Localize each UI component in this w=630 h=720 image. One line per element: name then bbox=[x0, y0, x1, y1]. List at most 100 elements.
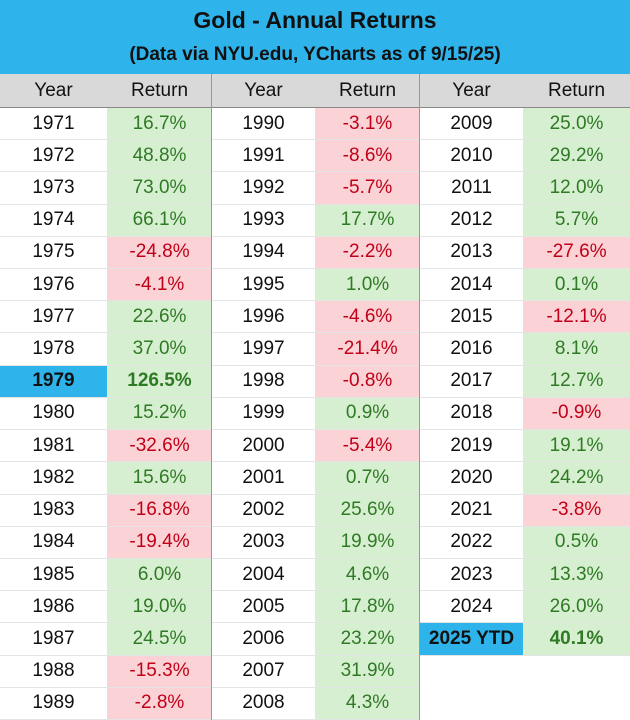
return-cell: 6.0% bbox=[107, 558, 212, 592]
return-cell: -4.6% bbox=[315, 301, 420, 334]
return-cell: 0.7% bbox=[315, 462, 420, 495]
return-cell: 4.6% bbox=[315, 558, 420, 592]
year-cell: 1988 bbox=[0, 656, 107, 688]
column-header: Year bbox=[0, 74, 107, 108]
return-cell: 0.9% bbox=[315, 397, 420, 431]
year-cell: 2022 bbox=[420, 527, 523, 559]
return-cell: -0.9% bbox=[523, 397, 630, 431]
return-cell: 12.7% bbox=[523, 365, 630, 398]
return-cell: -5.4% bbox=[315, 430, 420, 463]
return-cell: -21.4% bbox=[315, 333, 420, 366]
year-cell: 2018 bbox=[420, 398, 523, 431]
year-cell: 1982 bbox=[0, 462, 107, 495]
return-cell: -19.4% bbox=[107, 526, 212, 559]
year-cell: 1975 bbox=[0, 237, 107, 270]
year-cell: 1971 bbox=[0, 108, 107, 141]
return-cell: 12.0% bbox=[523, 172, 630, 205]
year-cell: 2008 bbox=[212, 688, 315, 720]
year-cell: 2000 bbox=[212, 430, 315, 463]
return-cell: 19.9% bbox=[315, 526, 420, 559]
group-separator bbox=[419, 74, 420, 720]
year-cell: 2013 bbox=[420, 237, 523, 270]
return-cell: 0.1% bbox=[523, 269, 630, 302]
year-cell: 2025 YTD bbox=[420, 623, 523, 656]
year-cell: 1995 bbox=[212, 269, 315, 302]
return-cell: 16.7% bbox=[107, 108, 212, 141]
return-cell: -8.6% bbox=[315, 140, 420, 173]
column-header: Return bbox=[315, 74, 420, 108]
return-cell: 19.0% bbox=[107, 591, 212, 624]
return-cell: -0.8% bbox=[315, 365, 420, 398]
return-cell: -3.8% bbox=[523, 494, 630, 527]
return-cell: 26.0% bbox=[523, 591, 630, 624]
year-cell: 1983 bbox=[0, 495, 107, 527]
return-cell: 15.2% bbox=[107, 397, 212, 431]
column-header: Year bbox=[212, 74, 315, 108]
year-cell: 2016 bbox=[420, 333, 523, 366]
return-cell: 17.8% bbox=[315, 591, 420, 624]
column-header: Return bbox=[523, 74, 630, 108]
group-separator bbox=[211, 74, 212, 720]
year-cell: 2023 bbox=[420, 559, 523, 592]
return-cell: 73.0% bbox=[107, 172, 212, 205]
year-cell: 2024 bbox=[420, 591, 523, 624]
year-cell: 2007 bbox=[212, 656, 315, 688]
return-cell: -32.6% bbox=[107, 430, 212, 463]
year-cell: 1981 bbox=[0, 430, 107, 463]
year-cell: 1998 bbox=[212, 366, 315, 398]
year-cell: 2017 bbox=[420, 366, 523, 398]
year-cell: 1976 bbox=[0, 269, 107, 302]
year-cell: 2006 bbox=[212, 623, 315, 656]
return-cell: -27.6% bbox=[523, 236, 630, 270]
year-cell: 1979 bbox=[0, 365, 107, 398]
return-cell: 17.7% bbox=[315, 204, 420, 237]
return-cell: -3.1% bbox=[315, 108, 420, 141]
return-cell: -5.7% bbox=[315, 172, 420, 205]
year-cell: 1990 bbox=[212, 108, 315, 141]
return-cell: 24.5% bbox=[107, 623, 212, 656]
return-cell: -4.1% bbox=[107, 269, 212, 302]
year-cell: 2010 bbox=[420, 140, 523, 173]
year-cell: 2020 bbox=[420, 462, 523, 495]
return-cell: 25.6% bbox=[315, 494, 420, 527]
year-cell: 1972 bbox=[0, 140, 107, 173]
return-cell: 40.1% bbox=[523, 623, 630, 656]
year-cell: 1993 bbox=[212, 205, 315, 237]
return-cell: 48.8% bbox=[107, 140, 212, 173]
return-cell: 15.6% bbox=[107, 462, 212, 495]
return-cell: -2.2% bbox=[315, 236, 420, 270]
year-cell: 1992 bbox=[212, 172, 315, 205]
return-cell: 4.3% bbox=[315, 687, 420, 720]
column-header: Year bbox=[420, 74, 523, 108]
year-cell: 2001 bbox=[212, 462, 315, 495]
year-cell: 2015 bbox=[420, 301, 523, 334]
year-cell: 2002 bbox=[212, 495, 315, 527]
return-cell: -2.8% bbox=[107, 687, 212, 720]
column-header: Return bbox=[107, 74, 212, 108]
return-cell: -24.8% bbox=[107, 236, 212, 270]
year-cell: 1996 bbox=[212, 301, 315, 334]
return-cell: 126.5% bbox=[107, 365, 212, 398]
return-cell: 22.6% bbox=[107, 301, 212, 334]
return-cell: 25.0% bbox=[523, 108, 630, 141]
return-cell: 66.1% bbox=[107, 204, 212, 237]
year-cell: 1987 bbox=[0, 623, 107, 656]
title: Gold - Annual Returns bbox=[0, 0, 630, 38]
year-cell: 1974 bbox=[0, 205, 107, 237]
year-cell: 1997 bbox=[212, 333, 315, 366]
year-cell: 2003 bbox=[212, 527, 315, 559]
return-cell: 5.7% bbox=[523, 204, 630, 237]
year-cell: 2005 bbox=[212, 591, 315, 624]
year-cell: 2009 bbox=[420, 108, 523, 141]
year-cell: 1980 bbox=[0, 398, 107, 431]
year-cell: 1991 bbox=[212, 140, 315, 173]
return-cell: 23.2% bbox=[315, 623, 420, 656]
year-cell: 1989 bbox=[0, 688, 107, 720]
return-cell: 19.1% bbox=[523, 430, 630, 463]
return-cell: 37.0% bbox=[107, 333, 212, 366]
year-cell: 2012 bbox=[420, 205, 523, 237]
year-cell: 2011 bbox=[420, 172, 523, 205]
return-cell: 13.3% bbox=[523, 558, 630, 592]
return-cell: -16.8% bbox=[107, 494, 212, 527]
